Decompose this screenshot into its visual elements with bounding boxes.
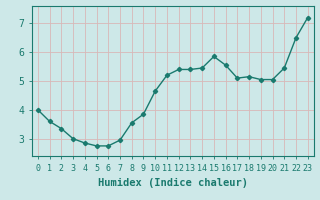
X-axis label: Humidex (Indice chaleur): Humidex (Indice chaleur): [98, 178, 248, 188]
